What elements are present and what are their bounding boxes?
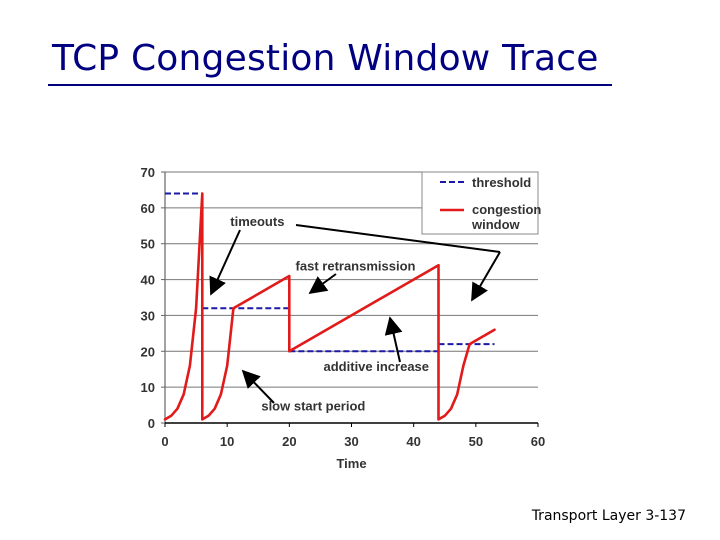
legend-congestion-label: congestion [472, 202, 541, 217]
y-tick-label: 40 [141, 273, 155, 288]
slide-footer: Transport Layer 3-137 [531, 508, 686, 524]
additive-increase-arrow [384, 316, 403, 363]
x-tick-label: 40 [406, 434, 420, 449]
x-tick-label: 20 [282, 434, 296, 449]
x-tick-label: 50 [469, 434, 483, 449]
congestion-window-line [163, 192, 496, 421]
legend-congestion-label-2: window [471, 217, 521, 232]
x-tick-label: 10 [220, 434, 234, 449]
timeouts-leader [295, 224, 501, 253]
legend-threshold-label: threshold [472, 175, 531, 190]
y-tick-label: 60 [141, 201, 155, 216]
x-tick-label: 30 [344, 434, 358, 449]
x-axis-title: Time [336, 456, 366, 471]
y-tick-label: 0 [148, 416, 155, 431]
annotation-label: slow start period [261, 398, 365, 413]
slow-start-arrow [241, 369, 275, 404]
annotations: timeouts fast retransmission additive incr… [209, 214, 501, 413]
series [163, 192, 496, 421]
annotation-label: additive increase [324, 359, 430, 374]
x-tick-label: 0 [161, 434, 168, 449]
slide-title: TCP Congestion Window Trace [52, 38, 599, 79]
fast-retransmission-arrow [308, 273, 337, 295]
title-underline [48, 84, 612, 86]
y-tick-label: 10 [141, 380, 155, 395]
timeouts-arrow-1 [209, 229, 241, 296]
annotation-label: fast retransmission [296, 259, 416, 274]
axes: 0 10 20 30 40 50 60 70 0 10 20 30 40 50 60 Time [141, 165, 546, 471]
y-tick-label: 20 [141, 344, 155, 359]
timeouts-arrow-2 [471, 251, 501, 302]
annotation-label: timeouts [230, 214, 284, 229]
y-tick-label: 30 [141, 308, 155, 323]
y-tick-label: 70 [141, 165, 155, 180]
y-tick-label: 50 [141, 237, 155, 252]
x-tick-label: 60 [531, 434, 545, 449]
